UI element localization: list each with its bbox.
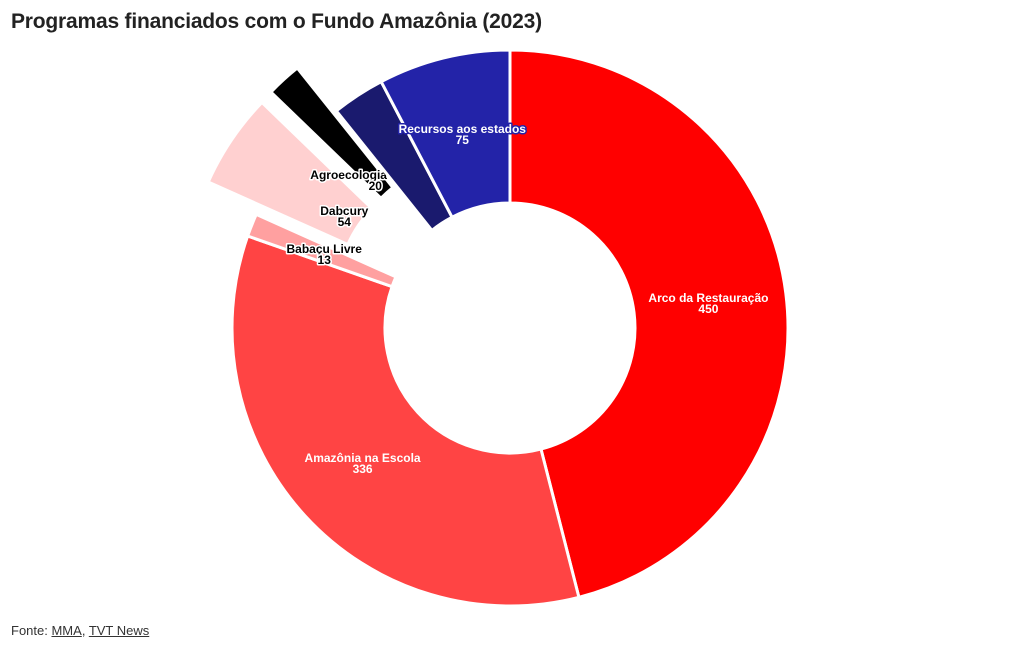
slice-agroecologia-em-rede[interactable] [269, 66, 395, 200]
slice-dabcury[interactable] [206, 100, 374, 246]
slice-value-babacu-livre: 13 [318, 253, 332, 267]
source-note: Fonte: MMA, TVT News [11, 623, 149, 638]
slice-arco-da-restauracao[interactable] [508, 48, 790, 599]
source-link-tvt-news[interactable]: TVT News [88, 623, 150, 638]
slice-label-amazonia-na-escola: Amazônia na Escola [305, 451, 421, 465]
slice-amazonia-na-escola[interactable] [230, 234, 581, 608]
source-separator: , [81, 623, 89, 638]
slice-label-recursos-aos-estados: Recursos aos estados [399, 122, 527, 136]
slice-value-agroecologia-em-rede: 20 [369, 179, 383, 193]
source-prefix: Fonte: [11, 623, 52, 638]
slice-label-dabcury: Dabcury [320, 204, 368, 218]
slice-label-arco-da-restauracao: Arco da Restauração [648, 291, 768, 305]
slice-recursos-aos-estados[interactable] [379, 48, 512, 219]
slice-value-amazonia-na-escola: 336 [353, 462, 373, 476]
slice-value-arco-da-restauracao: 450 [698, 302, 718, 316]
slice-babacu-livre[interactable] [246, 212, 398, 289]
source-link-mma[interactable]: MMA [51, 623, 82, 638]
chart-title: Programas financiados com o Fundo Amazôn… [11, 10, 542, 33]
slice-label-babacu-livre: Babaçu Livre [287, 242, 363, 256]
slice-value-dabcury: 54 [338, 215, 352, 229]
slice-value-recursos-aos-estados: 75 [456, 133, 470, 147]
